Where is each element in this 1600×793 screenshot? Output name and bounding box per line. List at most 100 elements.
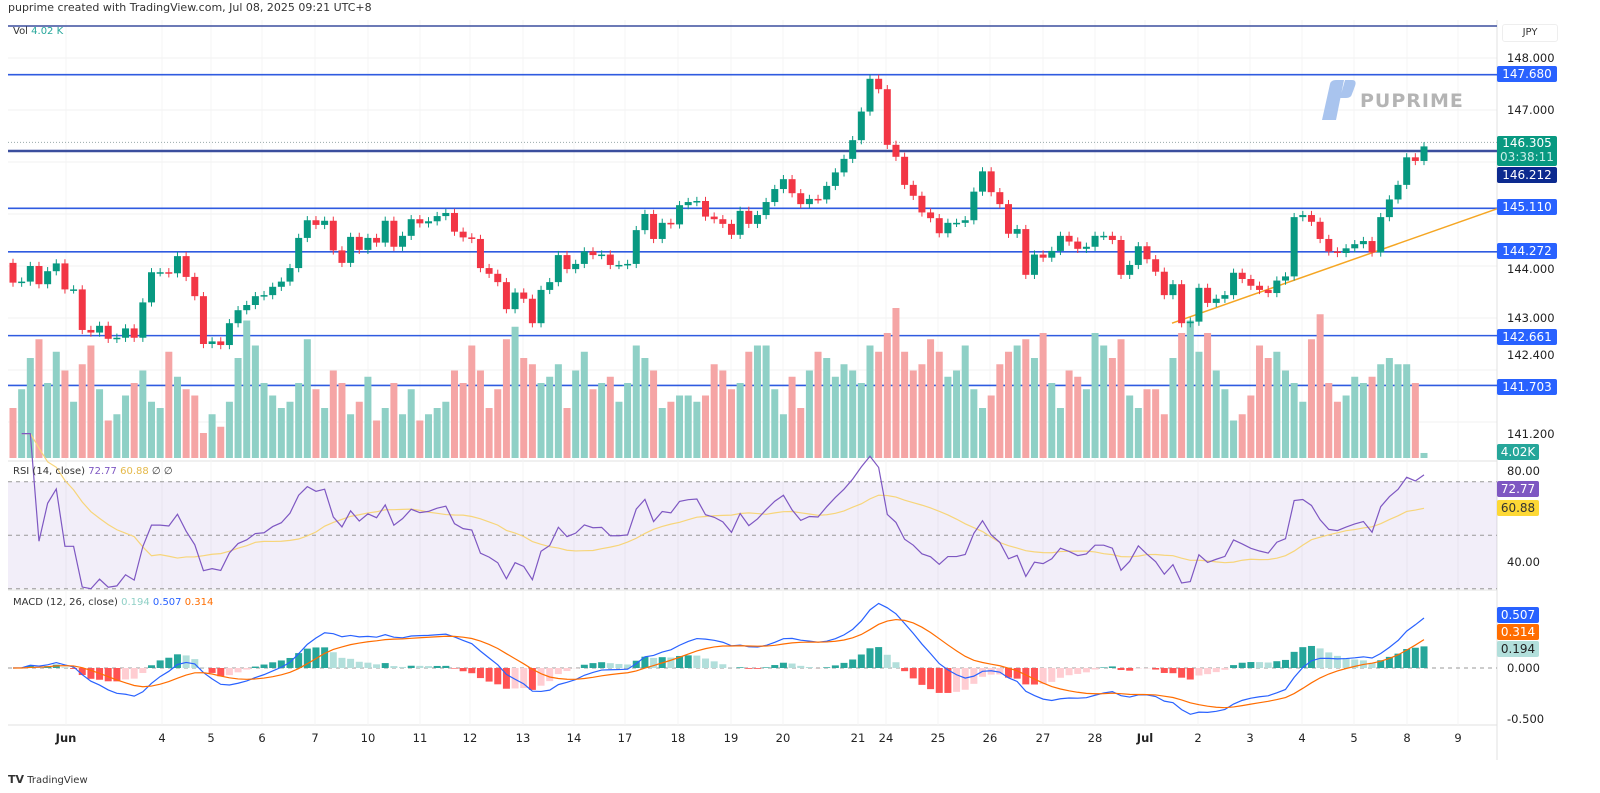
macd-histogram-bar [104, 668, 112, 682]
volume-bar [52, 351, 60, 458]
candle-body [1247, 279, 1255, 286]
volume-bar [1316, 314, 1324, 458]
volume-bar [1264, 358, 1272, 458]
macd-histogram-bar [866, 648, 874, 668]
volume-bar [970, 389, 978, 458]
volume-bar [130, 383, 138, 458]
macd-histogram-bar [1403, 649, 1411, 668]
macd-histogram-bar [295, 653, 303, 668]
level-badge: 142.661 [1497, 329, 1557, 345]
macd-histogram-bar [321, 647, 329, 668]
date-label: 25 [930, 731, 946, 745]
candle-body [1030, 254, 1038, 275]
volume-bar [1126, 395, 1134, 458]
rsi-tick: 40.00 [1507, 555, 1540, 569]
volume-bar [1108, 358, 1116, 458]
candle-body [719, 219, 727, 224]
macd-histogram-bar [61, 667, 69, 668]
puprime-logo-icon [1322, 80, 1356, 120]
candle-body [788, 179, 796, 194]
volume-bar [494, 389, 502, 458]
candle-body [546, 282, 554, 290]
macd-histogram-bar [520, 668, 528, 689]
rsi-line [21, 433, 1425, 590]
candle-body [762, 202, 770, 216]
volume-bar [1299, 401, 1307, 458]
volume-bar [831, 376, 839, 458]
macd-histogram-bar [1420, 646, 1428, 668]
macd-histogram-bar [468, 668, 476, 674]
volume-bar [355, 401, 363, 458]
candle-body [295, 237, 303, 269]
candle-body [502, 282, 510, 310]
macd-histogram-bar [961, 668, 969, 690]
candle-body [693, 201, 701, 203]
candle-body [217, 341, 225, 346]
volume-bar [1091, 333, 1099, 458]
volume-bar [849, 370, 857, 458]
volume-bar [606, 376, 614, 458]
macd-histogram-bar [1377, 660, 1385, 668]
candle-body [1152, 259, 1160, 272]
volume-bar [1403, 364, 1411, 458]
macd-histogram-bar [953, 668, 961, 692]
candle-body [355, 236, 363, 250]
volume-bar [1186, 320, 1194, 458]
tradingview-footer[interactable]: 𝗧𝗩 TradingView [8, 773, 88, 786]
date-label: 3 [1246, 731, 1254, 745]
candle-body [286, 268, 294, 282]
volume-bar [373, 420, 381, 458]
volume-bar [667, 401, 675, 458]
currency-button[interactable]: JPY [1502, 24, 1558, 42]
volume-bar [546, 376, 554, 458]
volume-legend-label: Vol [13, 26, 28, 37]
macd-histogram-bar [1082, 668, 1090, 673]
volume-bar [918, 364, 926, 458]
macd-histogram-bar [182, 655, 190, 668]
price-tick: 142.400 [1507, 348, 1555, 362]
macd-histogram-bar [485, 668, 493, 682]
macd-histogram-bar [1238, 662, 1246, 668]
volume-bar [70, 401, 78, 458]
volume-bar [1065, 370, 1073, 458]
volume-bar [182, 389, 190, 458]
candle-body [1368, 241, 1376, 253]
rsi-legend-extra: ∅ [151, 466, 161, 477]
candle-body [1074, 241, 1082, 249]
macd-histogram-bar [1230, 665, 1238, 668]
date-label: 10 [360, 731, 376, 745]
macd-histogram-bar [979, 668, 987, 677]
volume-bar [251, 345, 259, 458]
rsi-ma-legend-value: 60.88 [120, 466, 149, 477]
volume-bar [814, 351, 822, 458]
macd-histogram-bar [329, 652, 337, 668]
candle-body [1013, 229, 1021, 234]
candle-body [779, 179, 787, 190]
rsi-tick: 80.00 [1507, 464, 1540, 478]
macd-histogram-bar [173, 654, 181, 668]
candle-body [875, 78, 883, 90]
volume-bar [771, 389, 779, 458]
macd-histogram-bar [407, 665, 415, 668]
volume-bar [1195, 351, 1203, 458]
macd-histogram-bar [1030, 668, 1038, 685]
volume-bar [719, 370, 727, 458]
price-tick: 144.000 [1507, 262, 1555, 276]
candle-body [1134, 246, 1142, 265]
candle-body [849, 140, 857, 159]
candle-body [1290, 217, 1298, 277]
candle-body [1126, 264, 1134, 275]
candle-body [572, 263, 580, 270]
tradingview-logo-icon: 𝗧𝗩 [8, 773, 25, 786]
volume-bar [901, 351, 909, 458]
volume-bar [312, 389, 320, 458]
candle-body [139, 302, 147, 338]
volume-bar [658, 408, 666, 458]
volume-bar [1074, 376, 1082, 458]
candle-body [606, 254, 614, 265]
candle-body [1204, 287, 1212, 303]
macd-histogram-bar [1204, 668, 1212, 675]
tradingview-logo-text: TradingView [27, 775, 88, 786]
macd-histogram-bar [537, 668, 545, 686]
